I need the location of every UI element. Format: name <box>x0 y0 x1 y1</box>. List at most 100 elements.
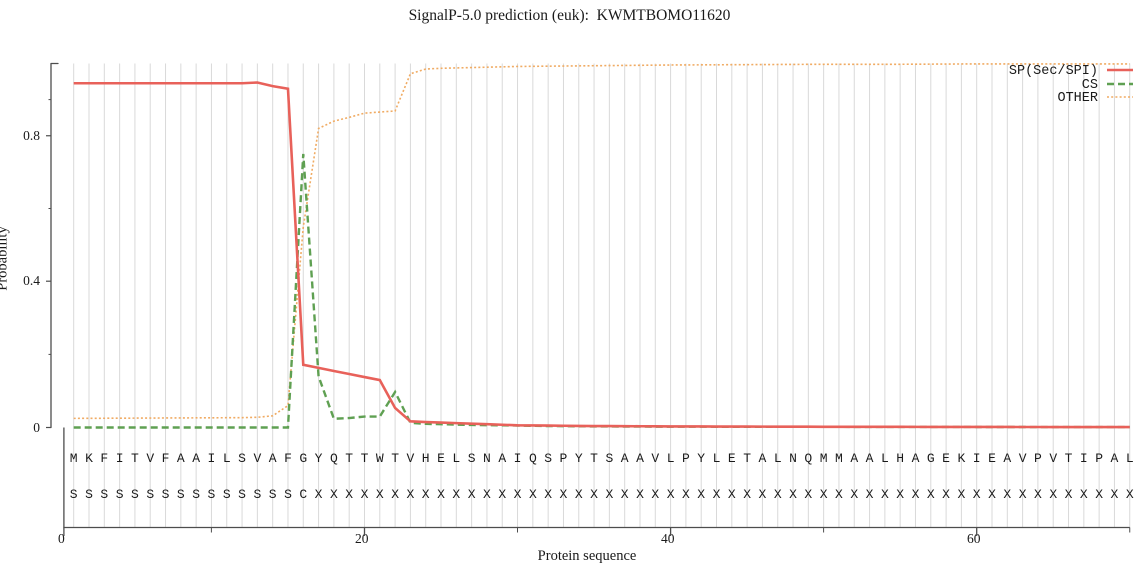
svg-text:Q: Q <box>529 451 537 466</box>
svg-text:N: N <box>483 451 491 466</box>
svg-text:V: V <box>407 451 415 466</box>
svg-text:X: X <box>1034 487 1042 502</box>
svg-text:K: K <box>957 451 965 466</box>
svg-text:T: T <box>1065 451 1073 466</box>
svg-text:G: G <box>927 451 935 466</box>
svg-text:X: X <box>942 487 950 502</box>
svg-text:X: X <box>483 487 491 502</box>
svg-text:V: V <box>253 451 261 466</box>
svg-text:P: P <box>682 451 690 466</box>
svg-text:L: L <box>223 451 231 466</box>
svg-text:T: T <box>131 451 139 466</box>
svg-text:A: A <box>1003 451 1011 466</box>
svg-text:X: X <box>514 487 522 502</box>
svg-text:L: L <box>667 451 675 466</box>
svg-text:S: S <box>100 487 108 502</box>
svg-text:T: T <box>590 451 598 466</box>
svg-text:S: S <box>238 487 246 502</box>
svg-text:X: X <box>651 487 659 502</box>
svg-text:E: E <box>437 451 445 466</box>
svg-text:H: H <box>896 451 904 466</box>
svg-text:X: X <box>973 487 981 502</box>
svg-text:N: N <box>789 451 797 466</box>
svg-text:A: A <box>866 451 874 466</box>
svg-text:V: V <box>651 451 659 466</box>
svg-text:L: L <box>881 451 889 466</box>
svg-text:G: G <box>299 451 307 466</box>
svg-text:F: F <box>284 451 292 466</box>
svg-text:X: X <box>743 487 751 502</box>
svg-text:X: X <box>667 487 675 502</box>
svg-text:X: X <box>774 487 782 502</box>
svg-text:A: A <box>759 451 767 466</box>
svg-text:L: L <box>452 451 460 466</box>
svg-text:L: L <box>774 451 782 466</box>
svg-text:A: A <box>269 451 277 466</box>
svg-text:I: I <box>116 451 124 466</box>
svg-text:S: S <box>162 487 170 502</box>
svg-text:P: P <box>1095 451 1103 466</box>
svg-text:X: X <box>529 487 537 502</box>
svg-text:X: X <box>759 487 767 502</box>
svg-text:A: A <box>192 451 200 466</box>
svg-text:SP(Sec/SPI): SP(Sec/SPI) <box>1009 64 1098 79</box>
svg-text:I: I <box>1080 451 1088 466</box>
svg-text:X: X <box>1080 487 1088 502</box>
svg-text:P: P <box>1034 451 1042 466</box>
svg-text:X: X <box>957 487 965 502</box>
svg-text:X: X <box>636 487 644 502</box>
svg-text:X: X <box>544 487 552 502</box>
svg-text:X: X <box>820 487 828 502</box>
svg-text:S: S <box>605 451 613 466</box>
svg-text:X: X <box>330 487 338 502</box>
svg-text:T: T <box>345 451 353 466</box>
svg-text:S: S <box>238 451 246 466</box>
svg-text:OTHER: OTHER <box>1057 91 1098 106</box>
svg-text:K: K <box>85 451 93 466</box>
svg-text:Q: Q <box>330 451 338 466</box>
svg-text:S: S <box>146 487 154 502</box>
svg-text:X: X <box>452 487 460 502</box>
svg-text:X: X <box>407 487 415 502</box>
svg-text:A: A <box>636 451 644 466</box>
svg-text:X: X <box>988 487 996 502</box>
svg-text:S: S <box>131 487 139 502</box>
svg-text:A: A <box>177 451 185 466</box>
svg-text:X: X <box>391 487 399 502</box>
svg-text:X: X <box>728 487 736 502</box>
svg-text:X: X <box>422 487 430 502</box>
svg-text:Q: Q <box>804 451 812 466</box>
svg-text:X: X <box>927 487 935 502</box>
svg-text:S: S <box>208 487 216 502</box>
svg-text:X: X <box>713 487 721 502</box>
svg-text:X: X <box>1126 487 1134 502</box>
svg-text:A: A <box>1111 451 1119 466</box>
svg-text:S: S <box>192 487 200 502</box>
svg-text:C: C <box>299 487 307 502</box>
svg-text:X: X <box>1095 487 1103 502</box>
svg-text:I: I <box>973 451 981 466</box>
svg-text:M: M <box>835 451 843 466</box>
svg-text:S: S <box>116 487 124 502</box>
svg-text:V: V <box>1049 451 1057 466</box>
svg-text:T: T <box>391 451 399 466</box>
svg-text:X: X <box>621 487 629 502</box>
svg-text:E: E <box>728 451 736 466</box>
svg-text:X: X <box>605 487 613 502</box>
svg-text:S: S <box>468 451 476 466</box>
svg-text:X: X <box>498 487 506 502</box>
svg-text:S: S <box>253 487 261 502</box>
svg-text:X: X <box>850 487 858 502</box>
svg-text:Y: Y <box>315 451 323 466</box>
svg-text:X: X <box>361 487 369 502</box>
svg-text:X: X <box>315 487 323 502</box>
svg-text:E: E <box>988 451 996 466</box>
svg-text:X: X <box>912 487 920 502</box>
svg-text:X: X <box>376 487 384 502</box>
svg-text:S: S <box>177 487 185 502</box>
svg-text:Y: Y <box>575 451 583 466</box>
svg-text:M: M <box>70 451 78 466</box>
svg-text:A: A <box>621 451 629 466</box>
svg-text:Y: Y <box>697 451 705 466</box>
svg-text:V: V <box>1019 451 1027 466</box>
